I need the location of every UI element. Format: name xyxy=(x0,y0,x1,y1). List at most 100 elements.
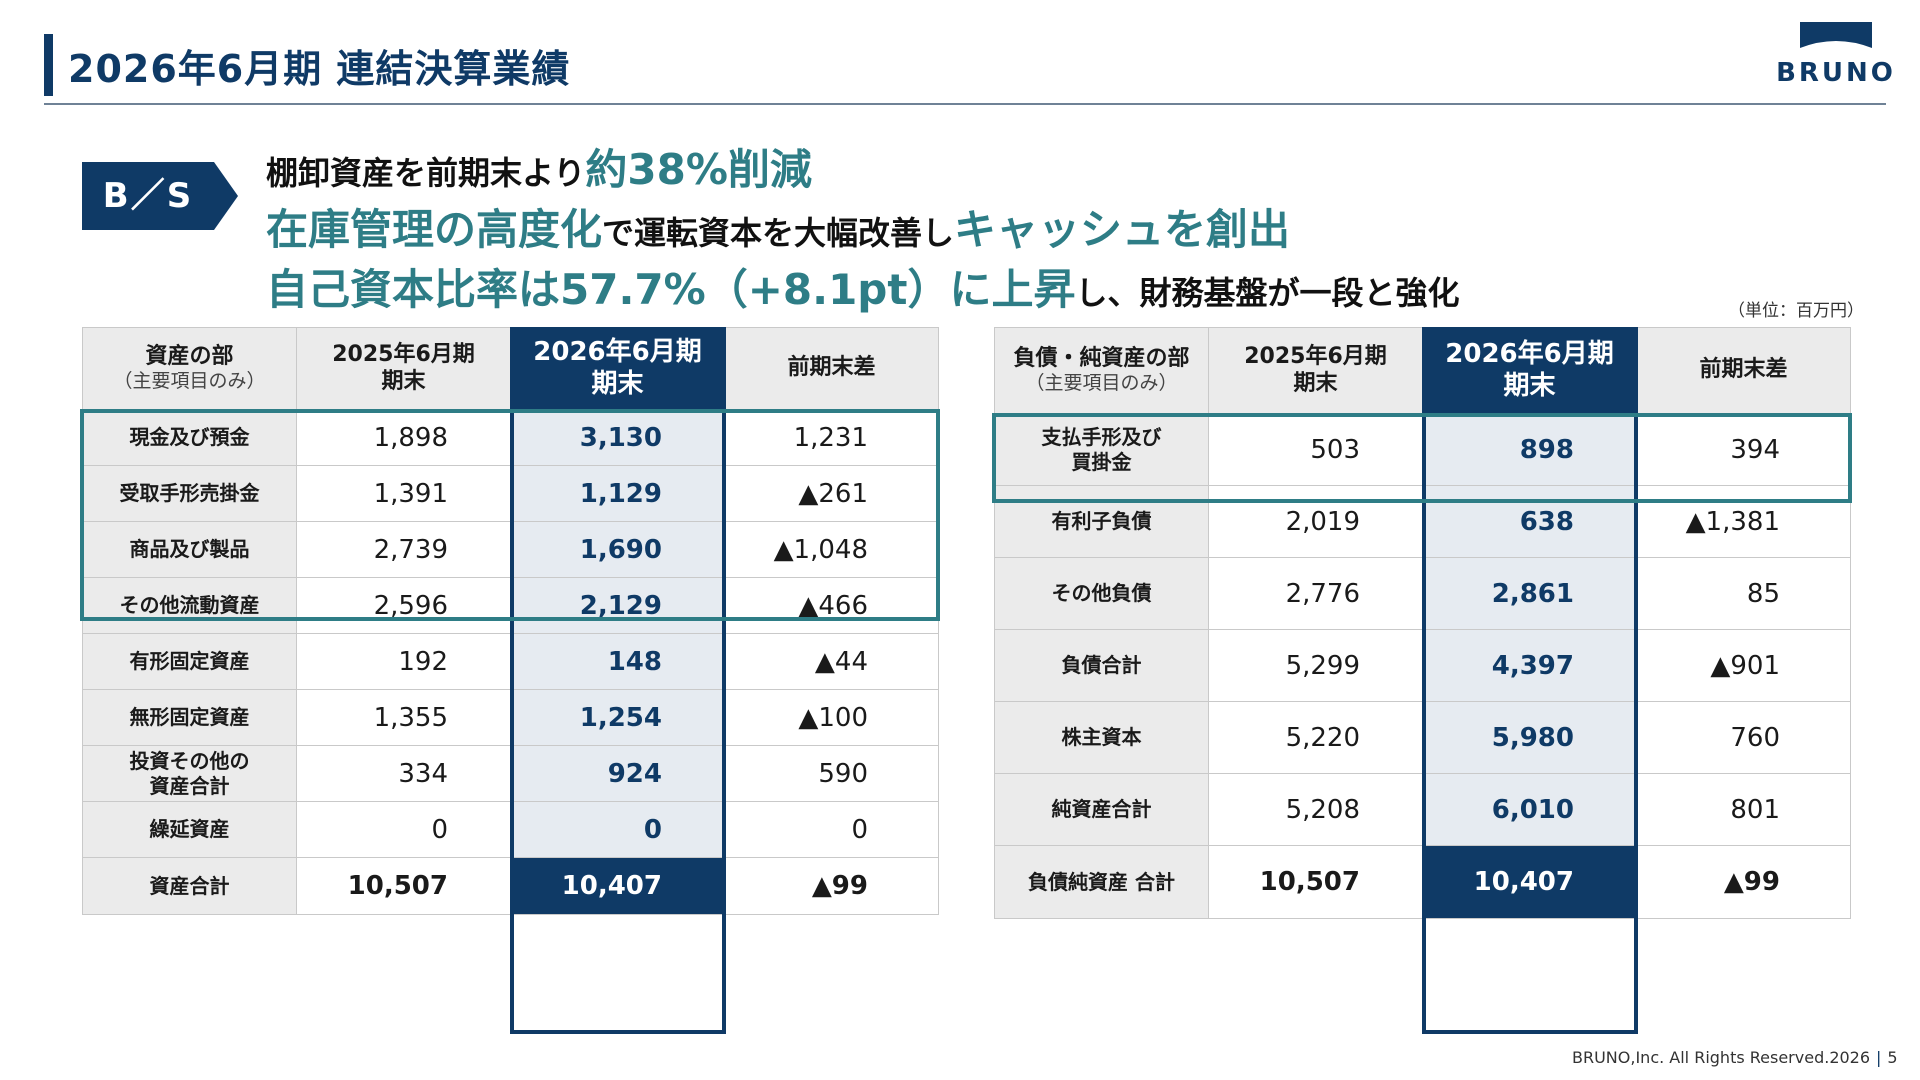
table-row: 株主資本 5,220 5,980 760 xyxy=(994,701,1851,774)
footer-separator: | xyxy=(1876,1048,1882,1067)
assets-section-title: 資産の部 xyxy=(145,343,234,369)
assets-prev-header-line1: 2025年6月期 xyxy=(332,342,475,368)
liabilities-section-subtitle: （主要項目のみ） xyxy=(1025,372,1178,395)
row-label: 資産合計 xyxy=(82,857,297,915)
table-row: 商品及び製品 2,739 1,690 ▲1,048 xyxy=(82,521,939,578)
prev-value: 192 xyxy=(296,633,511,690)
assets-prev-header: 2025年6月期 期末 xyxy=(296,327,511,410)
table-row: その他流動資産 2,596 2,129 ▲466 xyxy=(82,577,939,634)
row-label: 株主資本 xyxy=(994,701,1209,774)
prev-value: 2,019 xyxy=(1208,485,1423,558)
table-row: その他負債 2,776 2,861 85 xyxy=(994,557,1851,630)
prev-value: 1,355 xyxy=(296,689,511,746)
table-row: 無形固定資産 1,355 1,254 ▲100 xyxy=(82,689,939,746)
headline-1-text: 棚卸資産を前期末より xyxy=(266,154,586,192)
diff-value: 590 xyxy=(724,745,939,802)
diff-value: 760 xyxy=(1636,701,1851,774)
prev-value: 2,596 xyxy=(296,577,511,634)
current-value: 638 xyxy=(1422,485,1637,558)
assets-cur-header: 2026年6月期 期末 xyxy=(510,327,725,410)
current-value: 4,397 xyxy=(1422,629,1637,702)
headline-3-text: し、財務基盤が一段と強化 xyxy=(1075,274,1460,312)
headline-line-1: 棚卸資産を前期末より約38%削減 xyxy=(266,136,812,197)
assets-header-row: 資産の部 （主要項目のみ） 2025年6月期 期末 2026年6月期 期末 前期… xyxy=(82,327,939,410)
current-value: 1,690 xyxy=(510,521,725,578)
prev-value: 2,739 xyxy=(296,521,511,578)
prev-value: 503 xyxy=(1208,413,1423,486)
prev-value: 10,507 xyxy=(1208,845,1423,919)
bruno-logo: BRUNO xyxy=(1776,18,1896,88)
current-value: 2,129 xyxy=(510,577,725,634)
assets-table: 資産の部 （主要項目のみ） 2025年6月期 期末 2026年6月期 期末 前期… xyxy=(82,327,939,915)
prev-value: 1,898 xyxy=(296,409,511,466)
diff-value: 0 xyxy=(724,801,939,858)
page-number: 5 xyxy=(1887,1048,1898,1067)
diff-value: ▲44 xyxy=(724,633,939,690)
table-row: 純資産合計 5,208 6,010 801 xyxy=(994,773,1851,846)
table-row: 繰延資産 0 0 0 xyxy=(82,801,939,858)
current-value: 10,407 xyxy=(510,857,725,915)
row-label: 無形固定資産 xyxy=(82,689,297,746)
bs-badge-label: B／S xyxy=(102,176,194,216)
row-label: 純資産合計 xyxy=(994,773,1209,846)
liabilities-section-header: 負債・純資産の部 （主要項目のみ） xyxy=(994,327,1209,414)
liabilities-cur-header: 2026年6月期 期末 xyxy=(1422,327,1637,414)
row-label: 受取手形売掛金 xyxy=(82,465,297,522)
liabilities-cur-header-line2: 期末 xyxy=(1503,370,1556,401)
current-value: 6,010 xyxy=(1422,773,1637,846)
current-value: 898 xyxy=(1422,413,1637,486)
title-divider xyxy=(44,103,1886,105)
footer-copyright: BRUNO,Inc. All Rights Reserved.2026 xyxy=(1572,1048,1871,1067)
prev-value: 1,391 xyxy=(296,465,511,522)
row-label: 有形固定資産 xyxy=(82,633,297,690)
liabilities-diff-header: 前期末差 xyxy=(1636,327,1851,414)
assets-section-subtitle: （主要項目のみ） xyxy=(113,370,266,393)
liabilities-table: 負債・純資産の部 （主要項目のみ） 2025年6月期 期末 2026年6月期 期… xyxy=(994,327,1851,919)
liabilities-prev-header-line2: 期末 xyxy=(1293,370,1338,396)
current-value: 5,980 xyxy=(1422,701,1637,774)
diff-value: ▲99 xyxy=(1636,845,1851,919)
prev-value: 334 xyxy=(296,745,511,802)
prev-value: 10,507 xyxy=(296,857,511,915)
current-value: 1,254 xyxy=(510,689,725,746)
diff-value: ▲1,048 xyxy=(724,521,939,578)
prev-value: 5,208 xyxy=(1208,773,1423,846)
diff-value: ▲100 xyxy=(724,689,939,746)
diff-value: ▲466 xyxy=(724,577,939,634)
liabilities-cur-header-line1: 2026年6月期 xyxy=(1445,339,1614,370)
current-value: 1,129 xyxy=(510,465,725,522)
diff-value: ▲1,381 xyxy=(1636,485,1851,558)
liabilities-prev-header-line1: 2025年6月期 xyxy=(1244,344,1387,370)
headline-3-emphasis: 自己資本比率は57.7%（+8.1pt）に上昇 xyxy=(266,265,1076,314)
row-label: 有利子負債 xyxy=(994,485,1209,558)
diff-value: 85 xyxy=(1636,557,1851,630)
row-label: 負債純資産 合計 xyxy=(994,845,1209,919)
diff-value: ▲99 xyxy=(724,857,939,915)
row-label: 繰延資産 xyxy=(82,801,297,858)
bruno-logo-mark-icon xyxy=(1800,22,1872,48)
prev-value: 5,299 xyxy=(1208,629,1423,702)
table-row: 投資その他の 資産合計 334 924 590 xyxy=(82,745,939,802)
table-row: 有利子負債 2,019 638 ▲1,381 xyxy=(994,485,1851,558)
headline-line-3: 自己資本比率は57.7%（+8.1pt）に上昇し、財務基盤が一段と強化 xyxy=(266,256,1459,317)
diff-value: 801 xyxy=(1636,773,1851,846)
prev-value: 5,220 xyxy=(1208,701,1423,774)
row-label: 商品及び製品 xyxy=(82,521,297,578)
assets-cur-header-line2: 期末 xyxy=(591,368,644,399)
diff-value: 394 xyxy=(1636,413,1851,486)
row-label: 現金及び預金 xyxy=(82,409,297,466)
row-label: その他負債 xyxy=(994,557,1209,630)
page-title: 2026年6月期 連結決算業績 xyxy=(68,47,571,91)
assets-section-header: 資産の部 （主要項目のみ） xyxy=(82,327,297,410)
table-row: 支払手形及び 買掛金 503 898 394 xyxy=(994,413,1851,486)
prev-value: 2,776 xyxy=(1208,557,1423,630)
diff-value: ▲261 xyxy=(724,465,939,522)
row-label: 支払手形及び 買掛金 xyxy=(994,413,1209,486)
liabilities-header-row: 負債・純資産の部 （主要項目のみ） 2025年6月期 期末 2026年6月期 期… xyxy=(994,327,1851,414)
headline-2-emphasis-a: 在庫管理の高度化 xyxy=(266,205,603,254)
headline-2-emphasis-b: キャッシュを創出 xyxy=(954,205,1291,254)
liabilities-total-row: 負債純資産 合計 10,507 10,407 ▲99 xyxy=(994,845,1851,919)
table-row: 受取手形売掛金 1,391 1,129 ▲261 xyxy=(82,465,939,522)
bs-badge: B／S xyxy=(82,162,238,230)
current-value: 10,407 xyxy=(1422,845,1637,919)
